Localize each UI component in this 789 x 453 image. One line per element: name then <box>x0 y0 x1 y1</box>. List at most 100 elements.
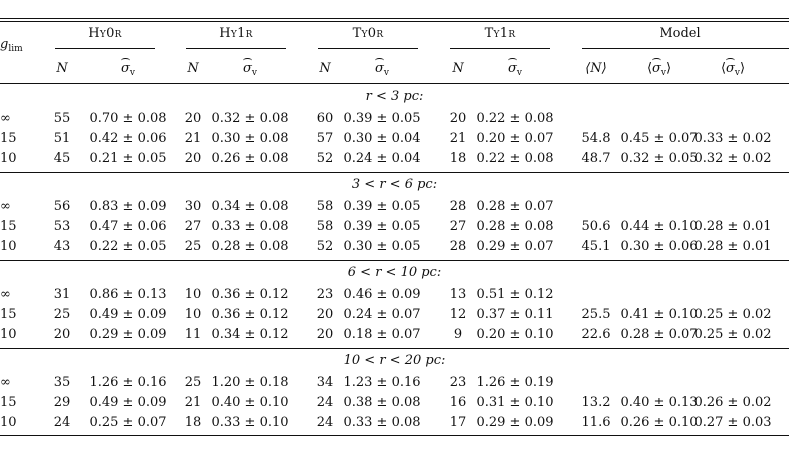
table-cell: 17 <box>449 415 467 430</box>
table-cell: 0.51 ± 0.12 <box>476 287 554 302</box>
table-cell: 0.30 ± 0.05 <box>343 239 421 254</box>
table-cell: 22.6 <box>581 327 611 342</box>
section-title: r < 3 pc: <box>365 89 424 104</box>
table-cell: 23 <box>449 375 467 390</box>
table-cell: 0.28 ± 0.01 <box>694 239 772 254</box>
table-cell: 0.44 ± 0.10 <box>620 219 698 234</box>
table-cell: 25 <box>53 307 71 322</box>
row-label: ∞ <box>0 111 11 126</box>
table-cell: 0.22 ± 0.08 <box>476 111 554 126</box>
sub-column-header: ⟨σv⟩ <box>646 58 672 78</box>
sub-column-header: σv <box>508 58 522 78</box>
table-cell: 27 <box>184 219 202 234</box>
table-cell: 35 <box>53 375 71 390</box>
row-label: ∞ <box>0 199 11 214</box>
table-cell: 0.30 ± 0.08 <box>211 131 289 146</box>
table-cell: 0.28 ± 0.07 <box>620 327 698 342</box>
table-cell: 0.29 ± 0.09 <box>89 327 167 342</box>
table-cell: 30 <box>184 199 202 214</box>
sub-column-header: σv <box>375 58 389 78</box>
table-cell: 12 <box>449 307 467 322</box>
table-cell: 0.32 ± 0.05 <box>620 151 698 166</box>
table-cell: 11 <box>184 327 202 342</box>
table-cell: 18 <box>184 415 202 430</box>
sub-column-header: N <box>319 61 331 76</box>
row-label: 10 <box>0 239 17 254</box>
table-cell: 0.49 ± 0.09 <box>89 307 167 322</box>
table-cell: 0.27 ± 0.03 <box>694 415 772 430</box>
table-cell: 0.29 ± 0.09 <box>476 415 554 430</box>
table-cell: 24 <box>316 415 334 430</box>
table-cell: 13.2 <box>581 395 611 410</box>
table-cell: 0.34 ± 0.12 <box>211 327 289 342</box>
group-header-hy1r: Hy1r <box>219 26 253 41</box>
table-cell: 0.49 ± 0.09 <box>89 395 167 410</box>
table-cell: 0.28 ± 0.08 <box>476 219 554 234</box>
table-cell: 0.24 ± 0.07 <box>343 307 421 322</box>
table-cell: 20 <box>316 307 334 322</box>
table-cell: 21 <box>184 131 202 146</box>
section-rule <box>0 172 789 173</box>
table-cell: 0.18 ± 0.07 <box>343 327 421 342</box>
table-cell: 0.26 ± 0.10 <box>620 415 698 430</box>
section-rule <box>0 348 789 349</box>
table-cell: 0.22 ± 0.08 <box>476 151 554 166</box>
table-cell: 58 <box>316 219 334 234</box>
group-underline-ty1r <box>450 48 550 49</box>
table-cell: 0.41 ± 0.10 <box>620 307 698 322</box>
header-rule <box>0 83 789 84</box>
group-underline-hy1r <box>186 48 286 49</box>
table-cell: 0.40 ± 0.10 <box>211 395 289 410</box>
table-cell: 0.26 ± 0.02 <box>694 395 772 410</box>
table-cell: 55 <box>53 111 71 126</box>
table-cell: 20 <box>316 327 334 342</box>
table-cell: 0.30 ± 0.04 <box>343 131 421 146</box>
top-rule <box>0 18 789 19</box>
table-cell: 9 <box>453 327 463 342</box>
table-cell: 0.21 ± 0.05 <box>89 151 167 166</box>
table-cell: 31 <box>53 287 71 302</box>
row-label: 10 <box>0 151 17 166</box>
table-cell: 23 <box>316 287 334 302</box>
group-underline-ty0r <box>318 48 418 49</box>
row-label: 10 <box>0 327 17 342</box>
table-cell: 45 <box>53 151 71 166</box>
table-cell: 43 <box>53 239 71 254</box>
row-label: 15 <box>0 131 17 146</box>
table-cell: 0.39 ± 0.05 <box>343 219 421 234</box>
sub-column-header: ⟨N⟩ <box>585 61 607 76</box>
group-underline-model <box>582 48 789 49</box>
sub-column-header: σv <box>121 58 135 78</box>
table-cell: 0.28 ± 0.01 <box>694 219 772 234</box>
table-cell: 0.25 ± 0.02 <box>694 307 772 322</box>
row-label-header: glim <box>0 37 23 54</box>
sub-column-header: N <box>187 61 199 76</box>
table-cell: 0.24 ± 0.04 <box>343 151 421 166</box>
table-cell: 0.33 ± 0.08 <box>211 219 289 234</box>
group-header-ty1r: Ty1r <box>484 26 516 41</box>
row-label: 15 <box>0 395 17 410</box>
group-underline-hy0r <box>55 48 155 49</box>
table-cell: 0.32 ± 0.02 <box>694 151 772 166</box>
row-label: 10 <box>0 415 17 430</box>
table-cell: 0.28 ± 0.07 <box>476 199 554 214</box>
table-cell: 0.70 ± 0.08 <box>89 111 167 126</box>
table-cell: 25 <box>184 375 202 390</box>
table-cell: 0.46 ± 0.09 <box>343 287 421 302</box>
section-title: 10 < r < 20 pc: <box>343 353 446 368</box>
row-label: ∞ <box>0 375 11 390</box>
sub-column-header: σv <box>243 58 257 78</box>
table-cell: 0.22 ± 0.05 <box>89 239 167 254</box>
sub-column-header: N <box>452 61 464 76</box>
table-cell: 1.26 ± 0.19 <box>476 375 554 390</box>
table-cell: 20 <box>184 151 202 166</box>
table-cell: 0.40 ± 0.13 <box>620 395 698 410</box>
table-cell: 52 <box>316 239 334 254</box>
table-cell: 10 <box>184 287 202 302</box>
table-cell: 1.26 ± 0.16 <box>89 375 167 390</box>
table-cell: 51 <box>53 131 71 146</box>
table-cell: 56 <box>53 199 71 214</box>
table-cell: 52 <box>316 151 334 166</box>
table-cell: 0.39 ± 0.05 <box>343 199 421 214</box>
table-cell: 0.26 ± 0.08 <box>211 151 289 166</box>
